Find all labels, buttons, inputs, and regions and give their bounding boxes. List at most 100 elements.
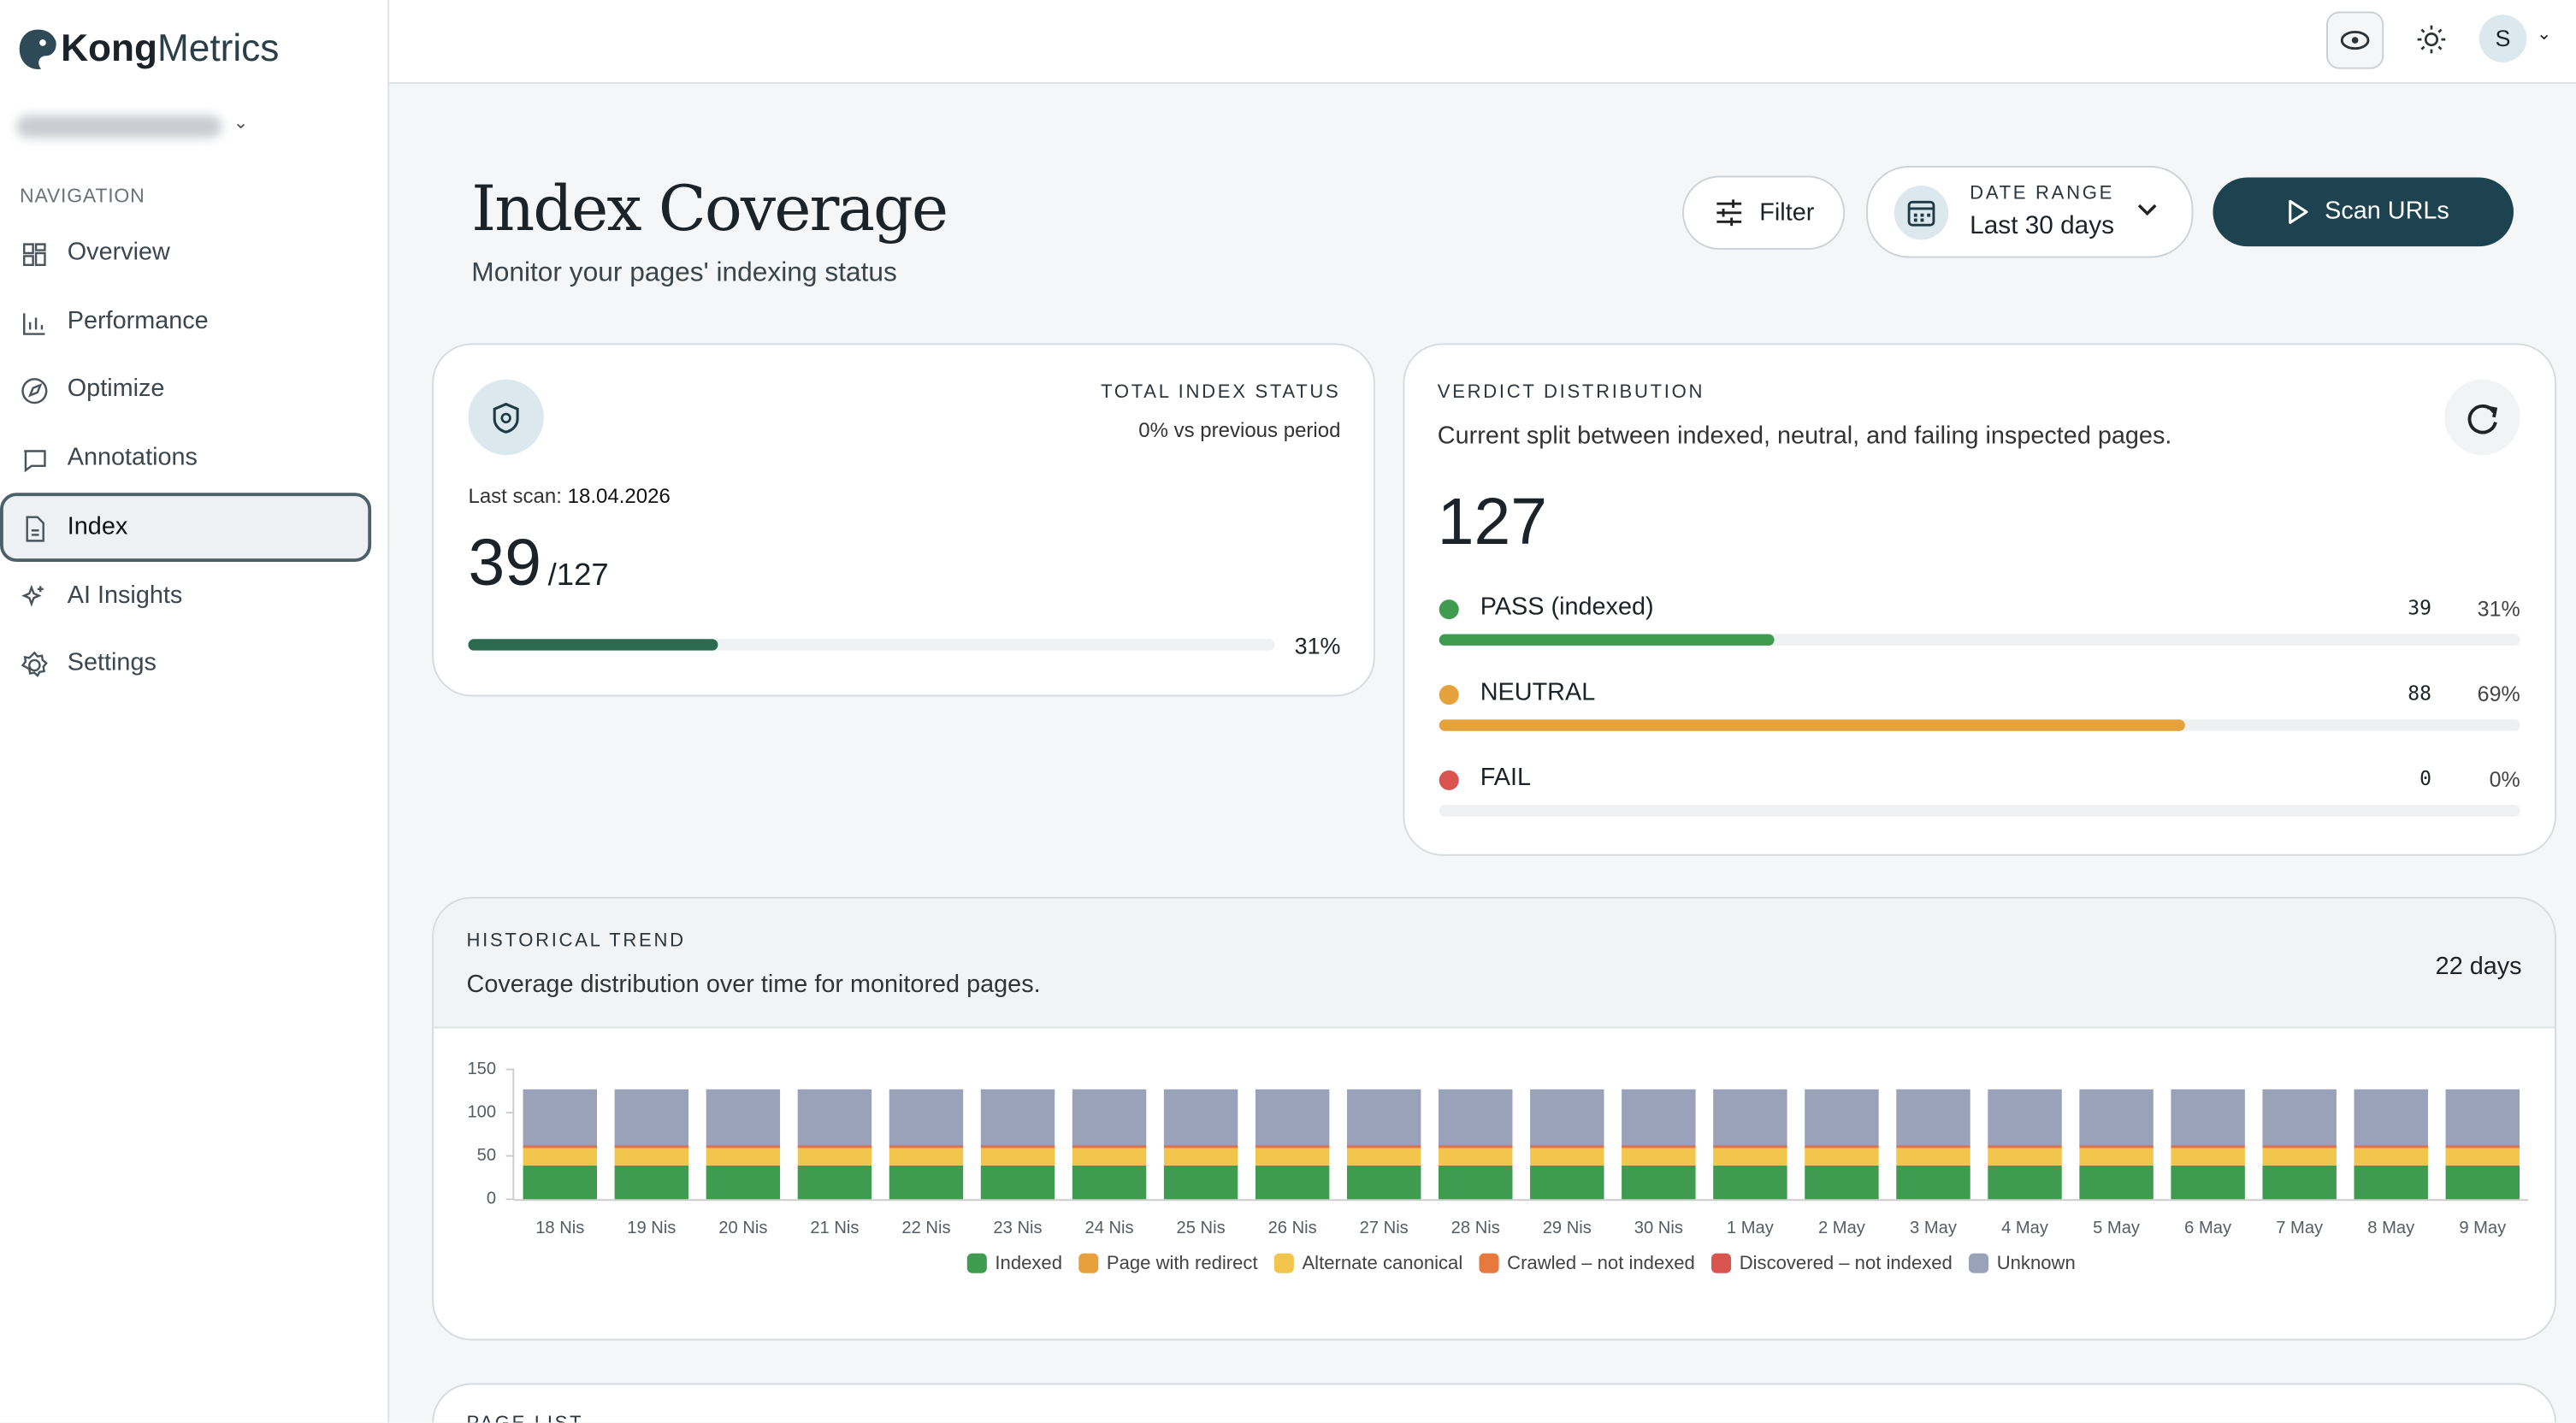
legend-label: Crawled – not indexed <box>1507 1252 1695 1273</box>
avatar[interactable]: S <box>2479 15 2527 62</box>
bar-segment <box>2354 1145 2428 1147</box>
x-tick-label: 26 Nis <box>1268 1219 1317 1237</box>
bar-segment <box>1072 1089 1147 1146</box>
nav-icon <box>21 378 48 404</box>
status-count: 39 <box>2408 596 2431 620</box>
nav-item[interactable]: Performance <box>67 306 209 335</box>
bar-segment <box>889 1146 964 1148</box>
preview-button[interactable] <box>2326 11 2384 69</box>
bar-segment <box>1713 1165 1787 1200</box>
bar-segment <box>1163 1146 1238 1148</box>
bar-segment <box>1439 1089 1513 1146</box>
filter-button[interactable]: Filter <box>1682 175 1846 250</box>
nav-item[interactable]: Overview <box>67 238 170 267</box>
refresh-button[interactable] <box>2444 379 2520 456</box>
indexed-count: 39 <box>468 527 541 600</box>
period-change: 0% vs previous period <box>1138 418 1341 442</box>
bar-segment <box>2354 1148 2428 1166</box>
bar-segment <box>523 1148 597 1166</box>
x-tick-label: 27 Nis <box>1360 1219 1409 1237</box>
bar-segment <box>1255 1165 1330 1200</box>
bar-segment <box>614 1148 689 1166</box>
progress-label: 31% <box>1294 632 1341 659</box>
status-name: FAIL <box>1480 764 1532 792</box>
last-scan-date: 18.04.2026 <box>567 484 671 508</box>
bar-segment <box>2445 1089 2520 1146</box>
bar-segment <box>2079 1146 2154 1148</box>
status-name: PASS (indexed) <box>1480 593 1654 622</box>
x-tick-label: 24 Nis <box>1084 1219 1133 1237</box>
org-switcher[interactable] <box>16 115 222 139</box>
bar-segment <box>1988 1165 2062 1200</box>
bar-segment <box>2079 1148 2154 1166</box>
chart: 0 50 100 150 18 Nis 19 Nis 20 Nis 21 Nis 22 Nis 2… <box>467 1060 2529 1273</box>
topbar: S ⌄ <box>389 0 2576 84</box>
status-percent: 31% <box>2477 596 2520 622</box>
x-tick-label: 18 Nis <box>535 1219 584 1237</box>
nav-item[interactable]: Index <box>67 511 128 540</box>
bar-segment <box>2354 1089 2428 1146</box>
date-range-picker[interactable]: DATE RANGE Last 30 days <box>1866 166 2194 258</box>
date-chevron <box>2137 204 2157 216</box>
bar-segment <box>2079 1145 2154 1147</box>
bar-segment <box>797 1145 872 1147</box>
nav-section: NAVIGATION <box>20 184 145 208</box>
bar-segment <box>1346 1146 1421 1148</box>
nav-item[interactable]: Optimize <box>67 375 165 404</box>
filter-icon <box>1716 199 1742 227</box>
bar-segment <box>889 1148 964 1166</box>
sidebar: KongMetrics ⌄ NAVIGATION Overview Perform… <box>0 0 390 1423</box>
avatar-chevron: ⌄ <box>2536 24 2552 44</box>
bar-segment <box>2171 1165 2245 1200</box>
legend-swatch <box>1711 1253 1732 1273</box>
bar-segment <box>614 1145 689 1147</box>
bar-segment <box>1622 1089 1696 1146</box>
legend-label: Discovered – not indexed <box>1740 1252 1953 1273</box>
verdict-total: 127 <box>1437 486 1548 559</box>
bar-segment <box>980 1146 1055 1148</box>
bar-segment <box>2171 1145 2245 1147</box>
bar-segment <box>1896 1145 1970 1147</box>
y-tick-label: 50 <box>477 1146 496 1165</box>
bar-segment <box>797 1146 872 1148</box>
bar-segment <box>1805 1145 1879 1147</box>
bar-segment <box>1530 1146 1604 1148</box>
nav-icon <box>21 651 48 678</box>
date-range-value: Last 30 days <box>1970 211 2115 240</box>
bar-segment <box>2262 1165 2337 1200</box>
bar-segment <box>2171 1148 2245 1166</box>
bar-segment <box>1530 1165 1604 1200</box>
bar-segment <box>1163 1148 1238 1166</box>
legend-swatch <box>1969 1253 1989 1273</box>
bar-segment <box>706 1145 781 1147</box>
status-dot <box>1439 599 1459 620</box>
status-count: 88 <box>2408 682 2431 706</box>
bar-segment <box>980 1089 1055 1146</box>
status-dot <box>1439 685 1459 706</box>
page-title: Index Coverage <box>471 172 948 245</box>
x-tick-label: 9 May <box>2459 1219 2507 1237</box>
theme-toggle[interactable] <box>2417 25 2447 55</box>
nav-item[interactable]: AI Insights <box>67 581 183 609</box>
scan-urls-button[interactable]: Scan URLs <box>2213 177 2514 247</box>
bar-segment <box>523 1145 597 1147</box>
page-list-card: PAGE LIST <box>432 1383 2556 1423</box>
y-tick-label: 100 <box>467 1102 496 1121</box>
nav-item[interactable]: Settings <box>67 649 157 677</box>
legend-swatch <box>1078 1253 1099 1273</box>
nav-item[interactable]: Annotations <box>67 443 198 472</box>
progress-fill <box>468 639 718 651</box>
bar-segment <box>1072 1165 1147 1200</box>
status-track <box>1439 719 2520 731</box>
nav-active <box>0 493 372 562</box>
last-scan-label: Last scan: <box>468 484 562 508</box>
bar-segment <box>1163 1089 1238 1146</box>
days-label: 22 days <box>2435 953 2522 981</box>
logo-light: Metrics <box>157 26 280 69</box>
total-index-card: TOTAL INDEX STATUS 0% vs previous period… <box>432 343 1375 697</box>
bar-segment <box>2354 1165 2428 1200</box>
x-tick-label: 8 May <box>2367 1219 2415 1237</box>
bar-segment <box>1163 1165 1238 1200</box>
bar-segment <box>706 1146 781 1148</box>
filter-label: Filter <box>1759 198 1815 227</box>
